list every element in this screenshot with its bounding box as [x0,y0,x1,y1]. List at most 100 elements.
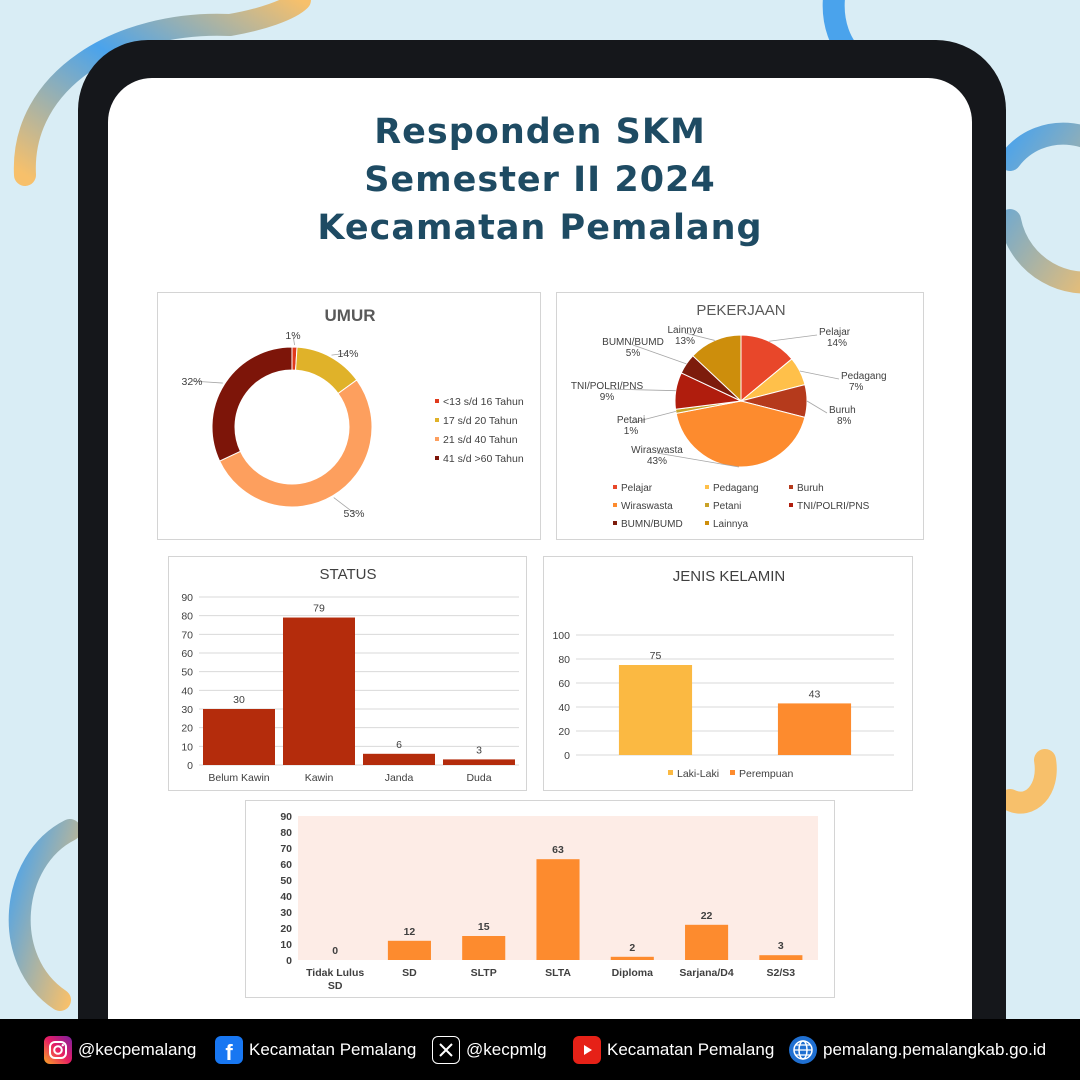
pekerjaan-leader-tni-polri-pns [606,388,676,392]
pekerjaan-leader-pedagang [799,370,840,380]
umur-value-label-21-s-d-40-tahun: 53% [343,508,364,520]
pekerjaan-chart-title: PEKERJAAN [696,302,785,319]
website-link[interactable]: pemalang.pemalangkab.go.id [789,1034,1046,1066]
jenis_kelamin-bar-laki-laki [618,665,693,755]
pekerjaan-data-label-tni-polri-pns: TNI/POLRI/PNS [571,381,644,392]
instagram-handle: @kecpemalang [78,1040,197,1059]
x-link[interactable]: @kecpmlg [432,1034,547,1066]
umur-legend-swatch-21-s-d-40-tahun [435,437,439,441]
pekerjaan-legend-swatch-pedagang [705,485,709,489]
status-ytick-60: 60 [181,648,193,660]
deco-arc-bottom-left [8,819,81,1011]
deco-arc-right [999,122,1080,294]
pendidikan-bar-sd [387,940,431,960]
page-title: Responden SKM Semester II 2024 Kecamatan… [108,108,972,252]
umur-legend-label-21-s-d-40-tahun: 21 s/d 40 Tahun [443,434,518,446]
umur-legend-label-41-s-d-60-tahun: 41 s/d >60 Tahun [443,453,524,465]
pendidikan-value-label-sltp: 15 [478,921,490,933]
pendidikan-chart-panel: 0 10 20 30 40 50 60 70 80 90 0 Tidak Lulus SD 12 SD 15 S… [245,800,835,998]
pekerjaan-legend-label-tni-polri-pns: TNI/POLRI/PNS [797,501,870,512]
status-xtick-duda: Duda [466,772,491,784]
pendidikan-xtick-s2-s3: S2/S3 [767,967,796,979]
status-xtick-janda: Janda [385,772,414,784]
pendidikan-value-label-diploma: 2 [629,942,635,954]
pekerjaan-value-label-pelajar: 14% [827,338,847,349]
status-bar-belum-kawin [203,709,275,765]
jenis-kelamin-legend-swatch-laki-laki [668,770,673,775]
youtube-icon [573,1036,601,1064]
umur-chart-title: UMUR [325,306,376,325]
pekerjaan-value-label-wiraswasta: 43% [647,456,667,467]
pendidikan-ytick-30: 30 [280,907,292,919]
pendidikan-value-label-s2-s3: 3 [778,940,784,952]
pekerjaan-value-label-buruh: 8% [837,416,852,427]
phone-screen: Responden SKM Semester II 2024 Kecamatan… [108,78,972,1078]
pekerjaan-legend-label-buruh: Buruh [797,483,824,494]
umur-value-label-41-s-d-60-tahun: 32% [181,376,202,388]
title-line-3: Kecamatan Pemalang [317,208,763,248]
globe-icon [789,1036,817,1064]
pekerjaan-slice-pelajar [740,334,793,403]
jenis_kelamin-ytick-80: 80 [558,654,570,666]
pekerjaan-legend-label-lainnya: Lainnya [713,519,748,530]
pekerjaan-leader-bumn-bumd [632,344,687,365]
status-xtick-belum-kawin: Belum Kawin [208,772,269,784]
pendidikan-xtick-sd: SD [402,967,417,979]
pekerjaan-value-label-lainnya: 13% [675,336,695,347]
pekerjaan-legend-swatch-wiraswasta [613,503,617,507]
status-ytick-50: 50 [181,667,193,679]
status-ytick-30: 30 [181,704,193,716]
umur-legend-swatch-17-s-d-20-tahun [435,418,439,422]
umur-value-label-13-s-d-16-tahun: 1% [285,330,300,342]
umur-slice-41-s-d-60-tahun [211,346,293,462]
status-ytick-80: 80 [181,611,193,623]
umur-legend-swatch-41-s-d-60-tahun [435,456,439,460]
status-chart-panel: STATUS 0 10 20 30 40 50 60 70 80 90 30 Belum Kawin 79… [168,556,527,791]
pekerjaan-legend-label-petani: Petani [713,501,741,512]
pekerjaan-leader-buruh [806,400,828,414]
pendidikan-ytick-20: 20 [280,923,292,935]
umur-legend-swatch-13-s-d-16-tahun [435,399,439,403]
pendidikan-xtick-diploma: Diploma [612,967,654,979]
jenis-kelamin-chart-panel: JENIS KELAMIN 0 20 40 60 80 100 75 43 Laki-Laki Pe… [543,556,913,791]
umur-leader-17-s-d-20-tahun [331,352,349,356]
pekerjaan-legend-swatch-tni-polri-pns [789,503,793,507]
pekerjaan-data-label-lainnya: Lainnya [667,325,702,336]
pendidikan-xtick-sarjana-d4: Sarjana/D4 [679,967,733,979]
pendidikan-xtick-tidak-lulus-sd: Tidak Lulus [306,967,364,979]
pekerjaan-value-label-bumn-bumd: 5% [626,348,641,359]
umur-legend-label-17-s-d-20-tahun: 17 s/d 20 Tahun [443,415,518,427]
pendidikan-ytick-70: 70 [280,843,292,855]
facebook-page: Kecamatan Pemalang [249,1040,417,1059]
x-handle: @kecpmlg [466,1040,547,1059]
pendidikan-ytick-10: 10 [280,939,292,951]
pekerjaan-pie-chart: PEKERJAANPelajar14%Pedagang7%Buruh8%Wira… [571,302,887,530]
status-ytick-40: 40 [181,685,193,697]
status-bar-duda [443,759,515,765]
jenis_kelamin-chart-title: JENIS KELAMIN [673,568,786,585]
pendidikan-ytick-90: 90 [280,811,292,823]
pekerjaan-chart-panel: PEKERJAAN Pelajar 14% Pedagang 7% Buruh 8% Wira… [556,292,924,540]
pekerjaan-legend-label-wiraswasta: Wiraswasta [621,501,673,512]
pendidikan-xtick-sltp: SLTP [471,967,497,979]
pekerjaan-legend-swatch-pelajar [613,485,617,489]
pekerjaan-data-label-petani: Petani [617,415,645,426]
pendidikan-value-label-tidak-lulus-sd: 0 [332,945,338,957]
title-line-2: Semester II 2024 [364,160,716,200]
pekerjaan-leader-petani [630,410,676,424]
jenis-kelamin-legend-swatch-perempuan [730,770,735,775]
pendidikan-ytick-80: 80 [280,827,292,839]
pekerjaan-legend-label-pedagang: Pedagang [713,483,759,494]
jenis_kelamin-ytick-20: 20 [558,726,570,738]
pekerjaan-legend-swatch-lainnya [705,521,709,525]
pendidikan-value-label-sarjana-d4: 22 [701,910,713,922]
facebook-link[interactable]: f Kecamatan Pemalang [215,1034,416,1066]
status-ytick-10: 10 [181,741,193,753]
pekerjaan-leader-lainnya [684,332,715,341]
pekerjaan-leader-pelajar [769,334,818,342]
jenis_kelamin-ytick-40: 40 [558,702,570,714]
jenis_kelamin-value-label-perempuan: 43 [809,688,821,700]
instagram-link[interactable]: @kecpemalang [44,1034,196,1066]
youtube-link[interactable]: Kecamatan Pemalang [573,1034,774,1066]
